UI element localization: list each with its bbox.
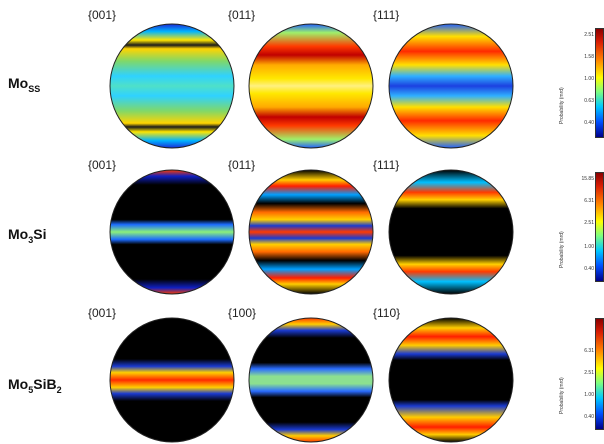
row-moss: MoSS {001} {011} {111} Probability (mrd)… bbox=[0, 0, 604, 150]
pole-figure-disc bbox=[109, 169, 235, 295]
pole-figure-disc bbox=[388, 169, 514, 295]
pole-figure bbox=[109, 23, 235, 149]
colorbar-title: Probability (mrd) bbox=[559, 231, 565, 268]
pole-figure bbox=[248, 169, 374, 295]
colorbar-tick: 1.00 bbox=[584, 76, 594, 82]
colorbar-tick: 0.40 bbox=[584, 266, 594, 272]
pole-figure bbox=[248, 317, 374, 443]
colorbar: Probability (mrd) 6.31 2.51 1.00 0.40 bbox=[555, 318, 604, 430]
colorbar-tick: 6.31 bbox=[584, 198, 594, 204]
plane-label: {111} bbox=[373, 158, 400, 172]
row-mo3si: Mo3Si {001} {011} {111} Probability (mrd… bbox=[0, 150, 604, 295]
colorbar-tick: 2.51 bbox=[584, 32, 594, 38]
plane-label: {110} bbox=[373, 306, 401, 320]
colorbar: Probability (mrd) 2.51 1.58 1.00 0.63 0.… bbox=[555, 28, 604, 138]
plane-label: {111} bbox=[373, 8, 400, 22]
pole-figure-disc bbox=[109, 317, 235, 443]
pole-figure-disc bbox=[248, 23, 374, 149]
pole-figure-disc bbox=[388, 23, 514, 149]
colorbar-tick: 2.51 bbox=[584, 370, 594, 376]
colorbar-tick: 1.58 bbox=[584, 54, 594, 60]
plane-label: {001} bbox=[88, 306, 117, 320]
colorbar-title: Probability (mrd) bbox=[559, 377, 565, 414]
plane-label: {100} bbox=[228, 306, 257, 320]
phase-label: Mo5SiB2 bbox=[8, 376, 62, 395]
colorbar-tick: 2.51 bbox=[584, 220, 594, 226]
pole-figure bbox=[248, 23, 374, 149]
colorbar-tick: 1.00 bbox=[584, 244, 594, 250]
colorbar-tick: 0.63 bbox=[584, 98, 594, 104]
plane-label: {011} bbox=[228, 158, 256, 172]
colorbar-tick: 1.00 bbox=[584, 392, 594, 398]
pole-figure bbox=[109, 317, 235, 443]
pole-figure bbox=[109, 169, 235, 295]
plane-label: {001} bbox=[88, 8, 117, 22]
pole-figure bbox=[388, 23, 514, 149]
pole-figure bbox=[388, 317, 514, 443]
colorbar-tick: 0.40 bbox=[584, 120, 594, 126]
colorbar-tick: 6.31 bbox=[584, 348, 594, 354]
pole-figure bbox=[388, 169, 514, 295]
pole-figure-disc bbox=[109, 23, 235, 149]
colorbar-tick: 0.40 bbox=[584, 414, 594, 420]
colorbar-gradient bbox=[595, 28, 604, 138]
plane-label: {001} bbox=[88, 158, 117, 172]
colorbar-gradient bbox=[595, 318, 604, 430]
pole-figure-disc bbox=[248, 317, 374, 443]
colorbar-gradient bbox=[595, 172, 604, 282]
row-mo5sib2: Mo5SiB2 {001} {100} {110} Probability (m… bbox=[0, 300, 604, 443]
plane-label: {011} bbox=[228, 8, 256, 22]
pole-figure-disc bbox=[248, 169, 374, 295]
colorbar-tick: 15.85 bbox=[581, 176, 594, 182]
colorbar-title: Probability (mrd) bbox=[559, 87, 565, 124]
phase-label: MoSS bbox=[8, 75, 41, 94]
pole-figure-disc bbox=[388, 317, 514, 443]
colorbar: Probability (mrd) 15.85 6.31 2.51 1.00 0… bbox=[555, 172, 604, 282]
phase-label: Mo3Si bbox=[8, 226, 47, 245]
